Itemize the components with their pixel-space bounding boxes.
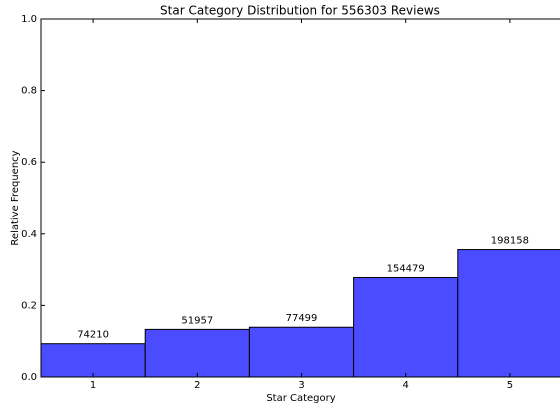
bar-annotation: 51957 — [181, 315, 213, 326]
bar — [248, 326, 355, 378]
y-tick-label: 0.4 — [21, 229, 37, 240]
y-tick-label: 0.0 — [21, 372, 37, 383]
bar — [40, 343, 146, 378]
x-tick-label: 2 — [194, 380, 200, 391]
x-tick-label: 4 — [403, 380, 409, 391]
bar — [353, 276, 459, 378]
x-tick-label: 3 — [298, 380, 304, 391]
y-tick-label: 0.8 — [21, 86, 37, 97]
plot-frame — [40, 18, 560, 378]
bar-annotation: 198158 — [491, 236, 529, 247]
x-tick-label: 5 — [507, 380, 513, 391]
x-axis-label: Star Category — [266, 393, 335, 404]
chart-title: Star Category Distribution for 556303 Re… — [160, 4, 440, 18]
bar-annotation: 74210 — [77, 330, 109, 341]
bar — [144, 328, 250, 378]
y-tick-label: 0.2 — [21, 300, 37, 311]
bar — [457, 249, 560, 378]
bar-annotation: 154479 — [387, 263, 425, 274]
x-tick-label: 1 — [90, 380, 96, 391]
y-tick-label: 1.0 — [21, 14, 37, 25]
bar-annotation: 77499 — [286, 313, 318, 324]
y-tick-label: 0.6 — [21, 157, 37, 168]
y-axis-label: Relative Frequency — [10, 150, 21, 245]
